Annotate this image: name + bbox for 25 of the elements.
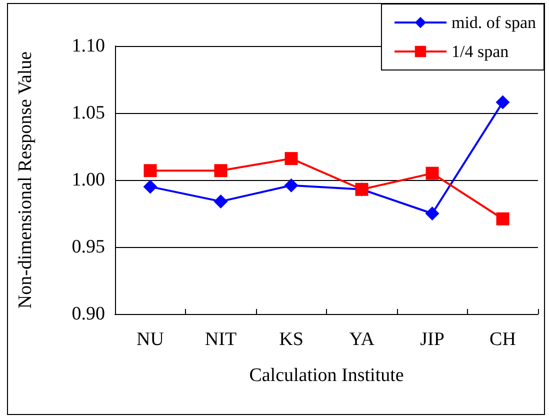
x-tick-label: NIT	[204, 329, 237, 350]
point	[425, 206, 440, 220]
x-tick-label: KS	[279, 329, 304, 350]
x-tick-label: NU	[136, 329, 164, 350]
point	[496, 212, 510, 226]
y-axis-title: Non-dimensional Response Value	[15, 51, 36, 309]
point	[214, 164, 228, 178]
point	[284, 152, 298, 166]
y-tick-label: 1.05	[72, 102, 105, 124]
y-tick-label: 0.95	[72, 236, 105, 258]
point	[496, 95, 510, 110]
x-tick-label: YA	[349, 329, 375, 350]
x-tick-label: CH	[490, 329, 516, 350]
y-tick-label: 1.00	[72, 170, 105, 190]
y-tick-label: 1.10	[72, 36, 105, 56]
y-tick-label: 0.90	[72, 304, 105, 324]
point	[426, 166, 439, 180]
legend-label: mid. of span	[451, 13, 536, 32]
x-axis-title: Calculation Institute	[249, 365, 404, 386]
x-tick-label: JIP	[420, 329, 444, 350]
point	[144, 164, 157, 178]
legend-label: 1/4 span	[451, 42, 510, 61]
point	[214, 194, 228, 208]
point	[284, 178, 298, 192]
point	[143, 180, 158, 194]
